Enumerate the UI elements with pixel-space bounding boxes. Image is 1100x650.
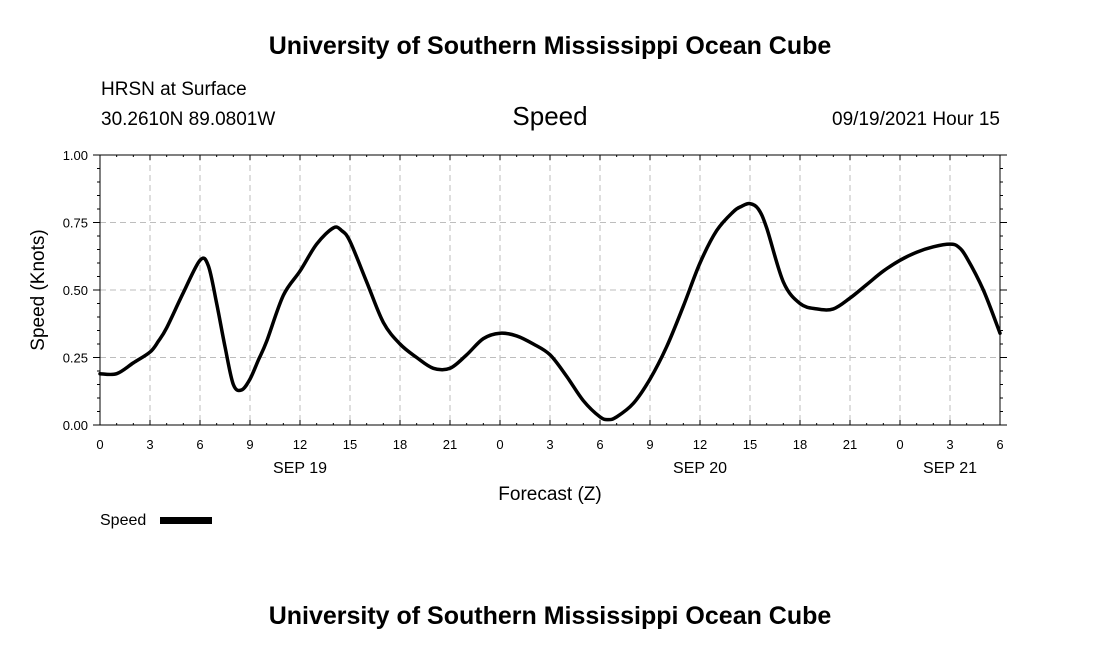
x-tick-label: 6 (196, 437, 203, 452)
x-tick-label: 6 (996, 437, 1003, 452)
x-tick-label: 12 (693, 437, 707, 452)
x-axis-label: Forecast (Z) (498, 484, 601, 505)
x-tick-label: 0 (896, 437, 903, 452)
x-tick-label: 12 (293, 437, 307, 452)
gridlines (100, 155, 1000, 425)
x-tick-label: 21 (443, 437, 457, 452)
y-axis-tick-labels: 0.00 0.25 0.50 0.75 1.00 (63, 148, 88, 433)
x-axis-tick-labels: 0 3 6 9 12 15 18 21 0 3 6 9 12 15 18 21 0 3 6 (96, 437, 1003, 452)
y-tick-label: 0.75 (63, 216, 88, 231)
station-label: HRSN at Surface (101, 79, 247, 100)
y-tick-label: 0.00 (63, 418, 88, 433)
x-tick-label: 6 (596, 437, 603, 452)
x-tick-label: 9 (246, 437, 253, 452)
y-tick-label: 0.50 (63, 283, 88, 298)
x-tick-label: 3 (546, 437, 553, 452)
coordinates-label: 30.2610N 89.0801W (101, 109, 275, 130)
series-layer (98, 201, 1002, 422)
x-tick-label: 0 (496, 437, 503, 452)
x-tick-label: 18 (793, 437, 807, 452)
x-tick-label: 3 (146, 437, 153, 452)
x-tick-label: 3 (946, 437, 953, 452)
date-label: SEP 19 (273, 460, 327, 477)
x-tick-label: 15 (343, 437, 357, 452)
y-tick-label: 0.25 (63, 351, 88, 366)
series-line-speed (98, 201, 1002, 422)
axis-ticks (93, 154, 1007, 426)
x-tick-label: 21 (843, 437, 857, 452)
y-axis-label: Speed (Knots) (28, 229, 49, 350)
footer-title: University of Southern Mississippi Ocean… (269, 602, 832, 630)
x-tick-label: 0 (96, 437, 103, 452)
date-label: SEP 20 (673, 460, 727, 477)
x-tick-label: 9 (646, 437, 653, 452)
x-tick-label: 15 (743, 437, 757, 452)
page-title: University of Southern Mississippi Ocean… (269, 32, 832, 60)
x-tick-label: 18 (393, 437, 407, 452)
x-axis-date-labels: SEP 19 SEP 20 SEP 21 (273, 460, 977, 477)
legend-swatch (160, 517, 212, 524)
legend: Speed (100, 512, 212, 529)
datetime-label: 09/19/2021 Hour 15 (832, 109, 1000, 130)
chart-title: Speed (512, 101, 587, 131)
legend-label: Speed (100, 512, 146, 529)
date-label: SEP 21 (923, 460, 977, 477)
y-tick-label: 1.00 (63, 148, 88, 163)
